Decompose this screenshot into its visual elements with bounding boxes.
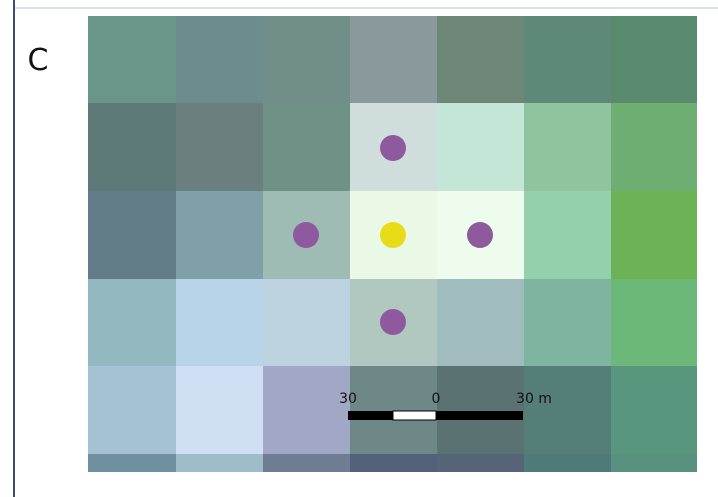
- pixel-cell: [611, 16, 697, 103]
- pixel-cell: [350, 16, 437, 103]
- pixel-cell: [176, 103, 263, 191]
- pixel-cell: [611, 103, 697, 191]
- pixel-cell: [176, 191, 263, 279]
- pixel-cell: [524, 279, 611, 366]
- pixel-cell: [88, 454, 176, 472]
- pixel-cell: [88, 279, 176, 366]
- pixel-cell: [611, 279, 697, 366]
- pixel-cell: [263, 366, 350, 454]
- pixel-cell: [88, 366, 176, 454]
- pixel-cell: [263, 454, 350, 472]
- figure-panel: C 30 0 30 m: [0, 0, 718, 497]
- scale-label: 30 m: [516, 391, 552, 407]
- neighbor-point: [380, 135, 406, 161]
- pixel-cell: [176, 366, 263, 454]
- scale-label: 30: [339, 391, 357, 407]
- pixel-cell: [437, 16, 524, 103]
- pixel-cell: [524, 191, 611, 279]
- pixel-cell: [611, 191, 697, 279]
- pixel-cell: [437, 279, 524, 366]
- pixel-cell: [88, 191, 176, 279]
- pixel-cell: [611, 366, 697, 454]
- pixel-cell: [263, 279, 350, 366]
- scale-segment: [393, 411, 436, 420]
- scale-segment: [348, 411, 393, 420]
- panel-label: C: [28, 43, 49, 78]
- pixel-cell: [524, 103, 611, 191]
- pixel-cell: [437, 454, 524, 472]
- neighbor-point: [293, 222, 319, 248]
- scale-segment: [436, 411, 523, 420]
- pixel-cell: [350, 366, 437, 454]
- pixel-cell: [176, 16, 263, 103]
- pixel-cell: [350, 454, 437, 472]
- pixel-cell: [437, 103, 524, 191]
- neighbor-point: [380, 309, 406, 335]
- center-point: [380, 222, 406, 248]
- pixel-cell: [88, 16, 176, 103]
- pixel-cell: [263, 103, 350, 191]
- pixel-cell: [524, 16, 611, 103]
- pixel-cell: [176, 279, 263, 366]
- pixel-cell: [524, 366, 611, 454]
- pixel-cell: [524, 454, 611, 472]
- pixel-cell: [437, 366, 524, 454]
- pixel-cell: [263, 16, 350, 103]
- pixel-cell: [176, 454, 263, 472]
- neighbor-point: [467, 222, 493, 248]
- scale-label: 0: [432, 391, 441, 407]
- pixel-cell: [88, 103, 176, 191]
- pixel-cell: [611, 454, 697, 472]
